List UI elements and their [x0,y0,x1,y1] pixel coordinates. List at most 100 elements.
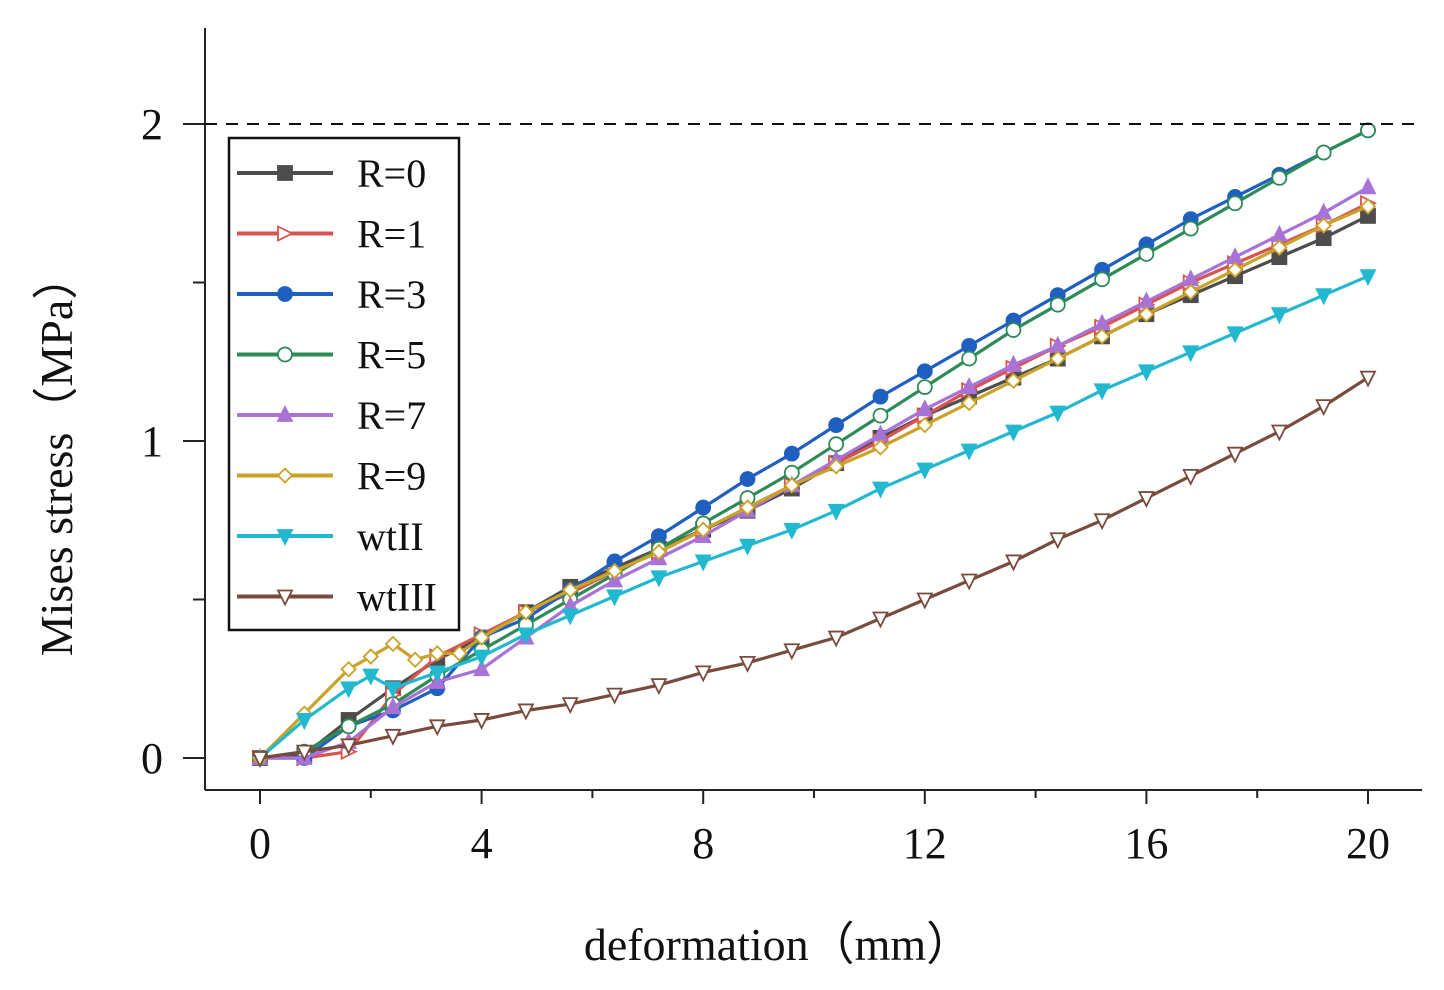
data-point [960,377,978,395]
x-axis-label: deformation（mm） [584,919,972,970]
data-point [1094,271,1110,288]
y-tick-label: 0 [141,734,163,783]
data-point [694,521,712,539]
data-point [384,697,402,715]
series-line [259,376,1369,760]
data-point [561,581,579,599]
data-point [340,660,357,678]
data-point [739,499,756,516]
legend-swatch-marker [276,404,294,422]
data-point [961,350,978,367]
data-point [827,503,845,521]
legend-label: R=7 [357,393,426,438]
data-point [783,477,801,494]
data-point [1227,195,1243,212]
data-point [606,570,624,588]
series-wtiii [251,370,1377,769]
legend-item: R=7 [237,393,426,438]
data-point [1004,354,1022,372]
data-point [828,417,845,434]
legend-item: R=9 [237,454,426,499]
data-point [1182,283,1199,301]
data-point [473,649,491,667]
data-point [1359,177,1377,195]
data-point [1270,424,1288,442]
data-point [695,499,712,516]
data-point [1137,491,1155,509]
data-point [362,668,380,686]
legend-label: R=5 [357,333,426,378]
data-point [916,399,934,417]
data-point [1138,305,1155,323]
data-point [1226,326,1244,344]
data-point [1182,468,1200,486]
data-point [1049,405,1067,423]
legend-item: wtII [237,514,424,559]
data-point [1049,532,1067,550]
data-point [1005,372,1022,390]
data-point [1271,239,1288,256]
data-point [451,645,468,662]
data-point [1226,446,1244,464]
data-point [872,481,889,499]
data-point [295,744,313,762]
data-point [428,719,446,737]
legend-label: wtIII [357,575,437,620]
legend-item: R=1 [237,212,426,257]
data-point [872,439,889,456]
data-point [561,608,579,626]
data-point [384,635,402,653]
data-point [517,603,535,621]
legend-label: wtII [357,514,424,559]
data-point [739,656,756,673]
data-point [1315,399,1333,417]
data-point [1315,144,1332,161]
legend-item: R=3 [237,272,426,317]
data-point [916,592,934,610]
data-point [1049,350,1067,367]
data-point [1093,513,1111,531]
data-point [960,573,978,591]
legend-swatch-marker [277,286,293,302]
legend-label: R=3 [357,272,426,317]
legend: R=0 R=1 R=3 R=5 R=7 R=9 wtII wtIII [227,136,461,632]
legend-label: R=0 [357,151,426,196]
data-point [1005,322,1022,338]
data-point [429,645,446,662]
data-point [783,522,801,540]
data-point [872,611,889,629]
data-point [827,630,845,648]
data-point [1004,554,1022,572]
data-point [916,416,934,434]
x-tick-label: 20 [1346,819,1390,868]
data-point [1226,261,1244,279]
data-point [606,687,624,705]
series-line [260,186,1369,760]
legend-item: R=5 [237,333,426,378]
x-tick-label: 8 [692,819,714,868]
legend-swatch-marker [277,225,295,242]
data-point [517,703,535,721]
data-point [739,471,756,487]
legend-swatch-marker [277,165,293,181]
data-point [960,394,978,412]
data-point [406,651,424,669]
data-point [1004,424,1022,442]
series-wtii [251,269,1377,769]
data-point [960,443,978,461]
data-point [827,458,845,475]
data-point [606,589,624,607]
data-point [295,713,313,730]
data-point [916,379,933,396]
data-point [872,407,889,424]
data-point [1137,364,1155,382]
data-point [340,718,357,735]
data-point [1359,269,1377,287]
data-point [428,665,446,683]
data-point [1049,296,1066,313]
data-point [1093,328,1111,345]
legend-swatch-marker [277,346,293,363]
legend-box [227,136,461,632]
